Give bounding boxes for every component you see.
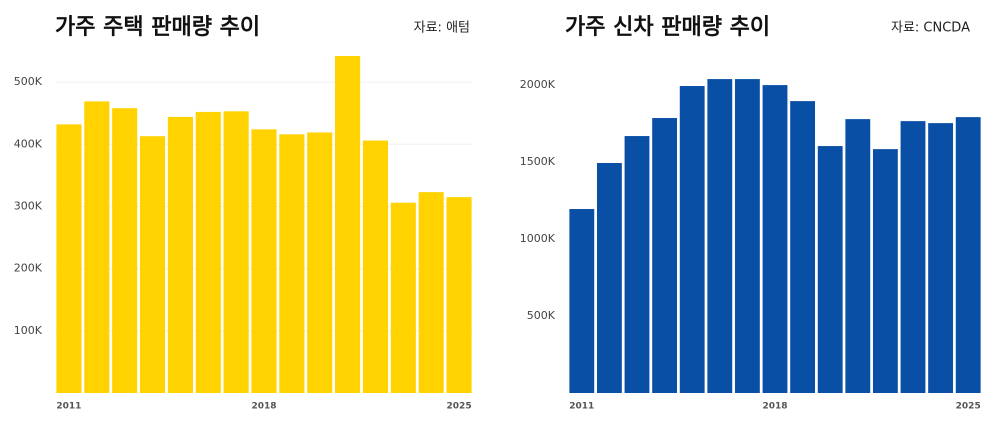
bar [652,118,678,394]
bar [872,149,898,393]
y-tick-label: 500K [14,75,43,88]
y-tick-label: 100K [14,324,43,337]
bar [84,101,110,393]
bar [223,111,249,394]
bar [569,209,595,393]
bar [167,116,193,394]
x-tick-label: 2018 [251,402,276,412]
x-tick-label: 2018 [762,402,787,412]
y-tick-label: 200K [14,262,43,275]
y-tick-label: 500K [527,309,556,322]
bar [790,101,816,393]
bar [624,136,650,393]
bar [195,111,221,394]
bar [955,117,981,393]
chart-title: 가주 주택 판매량 추이 [55,15,260,40]
source-note: 자료: CNCDA [891,21,970,36]
y-tick-label: 1500K [520,155,556,168]
bar [307,132,333,393]
bar [734,79,760,393]
y-tick-label: 2000K [520,78,556,91]
bar [279,134,305,393]
x-tick-label: 2025 [447,402,472,412]
bar [707,79,733,393]
bar [139,136,166,393]
y-tick-label: 1000K [520,232,556,245]
bar [335,55,361,393]
bar [762,85,788,394]
bar [928,123,954,393]
bar [362,140,389,393]
y-tick-label: 400K [14,137,43,150]
bar [390,202,416,393]
x-tick-label: 2025 [956,402,981,412]
x-tick-label: 2011 [569,402,594,412]
bar [446,197,472,393]
bar [679,86,705,393]
chart-title: 가주 신차 판매량 추이 [565,15,770,40]
bar [596,162,622,393]
bar [418,192,444,393]
source-note: 자료: 애텀 [414,21,470,36]
x-tick-label: 2011 [56,402,81,412]
bar [251,129,277,393]
y-tick-label: 300K [14,199,43,212]
bar [56,124,82,393]
bar [845,119,871,393]
bar [900,121,926,394]
bar [817,146,843,393]
bar [112,108,138,393]
